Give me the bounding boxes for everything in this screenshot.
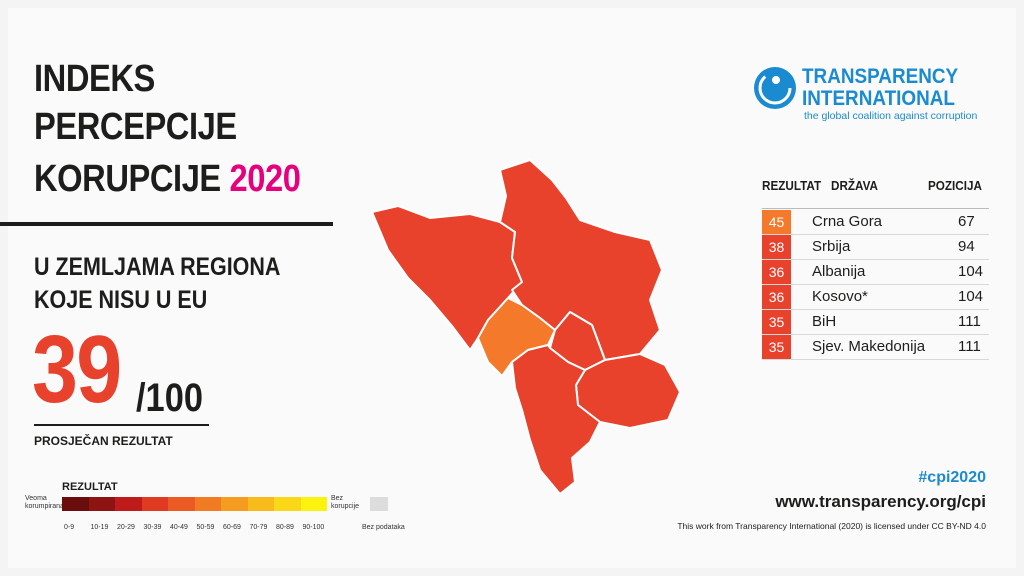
title-line: PERCEPCIJE <box>34 106 237 148</box>
divider <box>0 222 333 226</box>
score-cell: 45 <box>762 210 791 234</box>
score-max: /100 <box>136 376 203 420</box>
legend-range: 70-79 <box>249 524 268 531</box>
rank-cell: 104 <box>958 288 984 305</box>
rank-cell: 67 <box>958 213 975 230</box>
hashtag: #cpi2020 <box>918 469 986 486</box>
legend-range: 50-59 <box>196 524 215 531</box>
legend-low-line: korumpirana <box>25 503 64 510</box>
legend-range: 60-69 <box>223 524 241 531</box>
table-header: POZICIJA <box>928 178 982 193</box>
table-row: 38 Srbija 94 <box>762 235 989 260</box>
country-cell: Crna Gora <box>812 213 883 230</box>
score-label: PROSJEČAN REZULTAT <box>34 434 173 448</box>
rank-cell: 104 <box>958 263 984 280</box>
table-row: 36 Albanija 104 <box>762 260 989 285</box>
title-year: 2020 <box>229 158 301 200</box>
title-text: KORUPCIJE <box>34 158 221 200</box>
url: www.transparency.org/cpi <box>775 492 986 511</box>
rank-cell: 111 <box>958 313 981 330</box>
country-cell: Albanija <box>812 263 866 280</box>
logo-tagline: the global coalition against corruption <box>804 110 978 122</box>
logo-line: INTERNATIONAL <box>802 87 955 110</box>
region-albania <box>511 344 601 495</box>
legend-swatch <box>194 497 221 511</box>
legend-low-line: Veoma <box>25 495 47 502</box>
country-cell: BiH <box>812 313 837 330</box>
title-line: INDEKS <box>34 58 155 100</box>
legend-range: 0-9 <box>64 524 75 531</box>
legend-swatch <box>115 497 142 511</box>
logo-line: TRANSPARENCY <box>802 65 959 88</box>
country-cell: Srbija <box>812 238 851 255</box>
table-header: REZULTAT <box>762 178 822 193</box>
country-cell: Sjev. Makedonija <box>812 338 926 355</box>
rank-cell: 111 <box>958 338 981 355</box>
score-cell: 38 <box>762 235 791 259</box>
table-row: 45 Crna Gora 67 <box>762 210 989 235</box>
legend-range: 40-49 <box>170 524 188 531</box>
score-cell: 35 <box>762 310 791 334</box>
subtitle-line: KOJE NISU U EU <box>34 286 208 314</box>
legend-swatch <box>300 497 327 511</box>
legend-low: Veoma korumpirana <box>25 495 64 511</box>
legend-title: REZULTAT <box>62 481 118 493</box>
divider <box>34 424 209 426</box>
license: This work from Transparency Internationa… <box>677 521 986 531</box>
logo-mark <box>758 71 792 105</box>
legend-range: 90-100 <box>302 524 325 531</box>
legend-swatch <box>62 497 89 511</box>
table-row: 36 Kosovo* 104 <box>762 285 989 310</box>
logo-mark <box>772 76 780 84</box>
title-line: KORUPCIJE 2020 <box>34 158 301 200</box>
average-score: 39 <box>32 316 122 423</box>
subtitle-line: U ZEMLJAMA REGIONA <box>34 253 281 281</box>
legend-swatch <box>247 497 274 511</box>
legend-range: 80-89 <box>276 524 294 531</box>
score-cell: 36 <box>762 260 791 284</box>
no-data-label: Bez podataka <box>362 524 405 531</box>
legend-range: 20-29 <box>117 524 135 531</box>
legend-high: Bez korupcije <box>331 495 359 511</box>
table-row: 35 Sjev. Makedonija 111 <box>762 335 989 360</box>
legend-swatch <box>88 497 115 511</box>
score-cell: 35 <box>762 335 791 359</box>
legend-swatch <box>221 497 248 511</box>
legend-range: 30-39 <box>143 524 162 531</box>
legend-range: 10-19 <box>90 524 109 531</box>
table-header: DRŽAVA <box>831 178 879 193</box>
rank-cell: 94 <box>958 238 975 255</box>
table-row: 35 BiH 111 <box>762 310 989 335</box>
legend-swatch <box>141 497 168 511</box>
legend-swatch <box>168 497 195 511</box>
country-cell: Kosovo* <box>812 288 868 305</box>
table-rule <box>762 208 989 209</box>
legend-high-line: korupcije <box>331 503 360 510</box>
legend-swatch <box>274 497 301 511</box>
score-cell: 36 <box>762 285 791 309</box>
legend-high-line: Bez <box>331 495 344 502</box>
no-data-swatch <box>370 497 388 511</box>
